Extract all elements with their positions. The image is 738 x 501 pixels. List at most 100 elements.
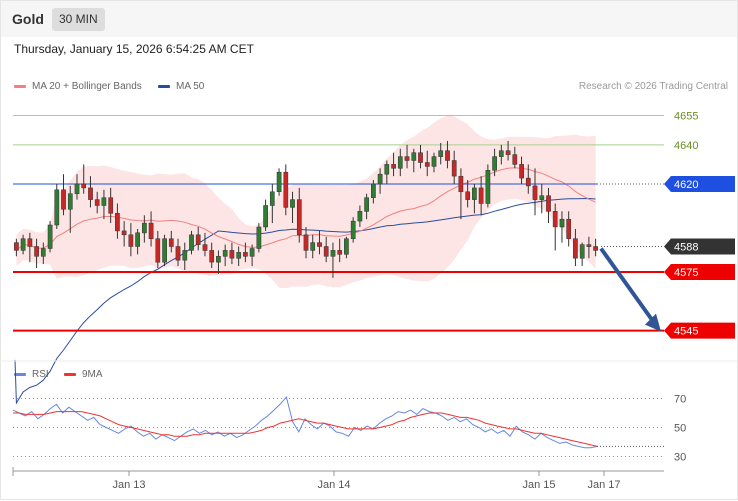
bullish-candle xyxy=(249,248,255,257)
ma50-swatch xyxy=(158,84,170,88)
bullish-candle xyxy=(40,248,46,257)
level-label-4640: 4640 xyxy=(674,140,698,152)
bullish-candle xyxy=(344,238,349,255)
time-tick-label: Jan 17 xyxy=(587,479,620,491)
bearish-candle xyxy=(519,164,524,179)
bearish-candle xyxy=(391,164,396,169)
bullish-candle xyxy=(74,183,80,195)
bearish-candle xyxy=(451,160,457,177)
bearish-candle xyxy=(552,211,558,228)
bullish-candle xyxy=(559,218,565,228)
bullish-candle xyxy=(135,232,140,247)
rsi-tick-30: 30 xyxy=(674,452,686,464)
bullish-candle xyxy=(236,252,242,259)
bullish-candle xyxy=(579,244,585,259)
timeframe-button[interactable]: 30 MIN xyxy=(52,8,105,31)
toolbar: Gold 30 MIN xyxy=(1,1,737,37)
bullish-candle xyxy=(472,187,477,200)
legend-rsi: RSI xyxy=(14,369,49,380)
bullish-candle xyxy=(431,156,437,167)
bearish-candle xyxy=(195,234,201,245)
bearish-candle xyxy=(115,213,120,232)
bullish-candle xyxy=(189,234,194,251)
bullish-candle xyxy=(216,256,221,263)
bearish-candle xyxy=(593,246,598,251)
rsi-swatch xyxy=(14,372,26,376)
bearish-candle xyxy=(337,250,343,255)
time-tick-label: Jan 14 xyxy=(317,479,350,491)
bearish-candle xyxy=(424,162,430,167)
bullish-candle xyxy=(182,250,188,261)
legend-9ma: 9MA xyxy=(64,369,103,380)
bullish-candle xyxy=(67,193,73,210)
bearish-candle xyxy=(573,238,578,259)
bullish-candle xyxy=(269,191,275,206)
bullish-candle xyxy=(20,238,26,251)
bearish-candle xyxy=(168,238,174,247)
bearish-candle xyxy=(465,191,471,200)
time-tick-label: Jan 13 xyxy=(112,479,145,491)
bearish-candle xyxy=(108,197,114,214)
bollinger-band xyxy=(16,115,596,289)
bearish-candle xyxy=(128,234,134,247)
bearish-candle xyxy=(586,244,592,247)
bullish-candle xyxy=(222,250,228,257)
bearish-candle xyxy=(418,152,423,163)
bearish-candle xyxy=(323,246,329,257)
bearish-candle xyxy=(243,252,248,257)
bullish-candle xyxy=(310,242,316,251)
forecast-arrow-shaft xyxy=(599,247,656,324)
bullish-candle xyxy=(290,199,295,208)
bullish-candle xyxy=(330,250,336,257)
bullish-candle xyxy=(384,164,390,175)
bearish-candle xyxy=(175,246,181,261)
legend-ma20: MA 20 + Bollinger Bands xyxy=(14,81,142,92)
price-tag-4545 xyxy=(664,322,735,339)
bullish-candle xyxy=(371,183,376,198)
ma20-swatch xyxy=(14,84,26,88)
symbol-label: Gold xyxy=(12,11,44,27)
bearish-candle xyxy=(229,250,235,259)
bullish-candle xyxy=(377,173,383,185)
bearish-candle xyxy=(478,187,484,204)
bullish-candle xyxy=(364,197,369,212)
bullish-candle xyxy=(492,156,497,171)
ma50-line xyxy=(14,197,596,405)
legend-rsi-label: RSI xyxy=(32,369,49,380)
bearish-candle xyxy=(532,185,538,200)
level-label-4655: 4655 xyxy=(674,111,698,123)
price-tag-4588 xyxy=(664,238,735,255)
bearish-candle xyxy=(458,175,464,193)
bearish-candle xyxy=(27,238,33,247)
bullish-candle xyxy=(485,170,491,204)
price-tag-4575 xyxy=(664,263,735,280)
bullish-candle xyxy=(438,150,444,157)
legend-ma20-label: MA 20 + Bollinger Bands xyxy=(32,81,142,92)
rsi-ma9-line xyxy=(13,411,598,447)
bearish-candle xyxy=(209,250,215,263)
bearish-candle xyxy=(566,218,572,239)
rsi-tick-50: 50 xyxy=(674,423,686,435)
price-tag-label-4545: 4545 xyxy=(674,326,698,338)
bullish-candle xyxy=(498,150,504,157)
bearish-candle xyxy=(94,199,100,206)
legend-ma50: MA 50 xyxy=(158,81,204,92)
bullish-candle xyxy=(162,238,167,263)
bullish-candle xyxy=(357,211,363,222)
bullish-candle xyxy=(256,226,262,249)
price-tag-label-4575: 4575 xyxy=(674,267,698,279)
ma9-swatch xyxy=(64,372,76,376)
bearish-candle xyxy=(303,234,309,251)
price-tag-label-4620: 4620 xyxy=(674,179,698,191)
bullish-candle xyxy=(411,152,417,161)
bullish-candle xyxy=(47,224,53,249)
bullish-candle xyxy=(276,171,282,192)
bearish-candle xyxy=(202,244,208,251)
bearish-candle xyxy=(14,242,19,251)
bearish-candle xyxy=(445,150,450,161)
rsi-line xyxy=(12,396,598,449)
time-tick-label: Jan 15 xyxy=(522,479,555,491)
legend-9ma-label: 9MA xyxy=(82,369,103,380)
